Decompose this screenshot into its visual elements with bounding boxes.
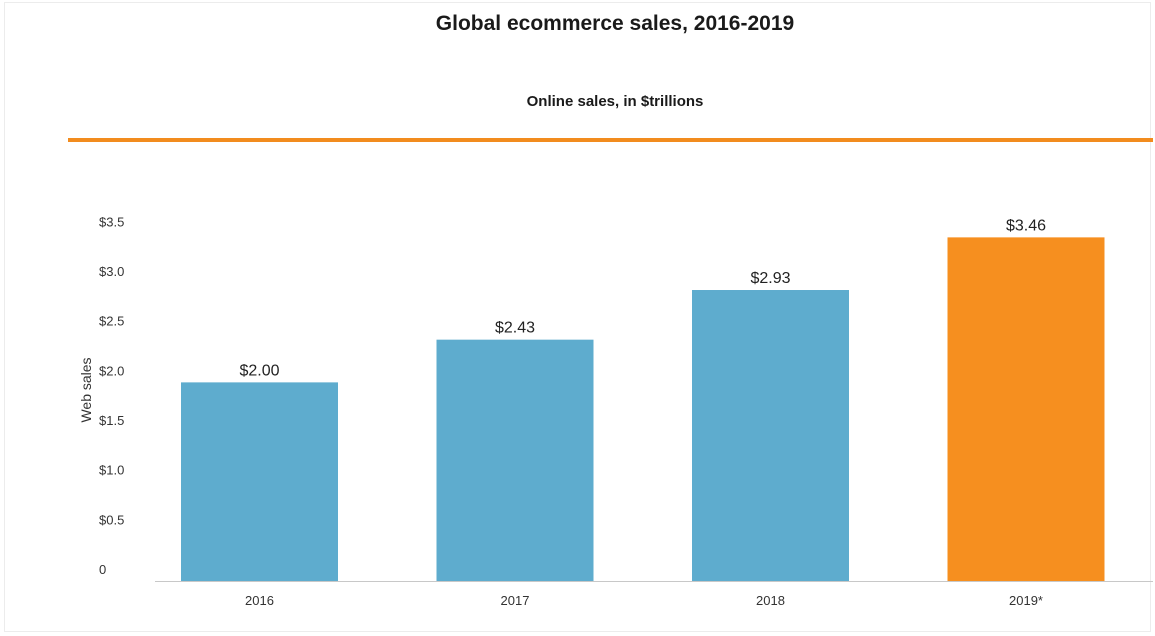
- y-tick-label: $0.5: [99, 512, 124, 527]
- y-tick-label: $3.0: [99, 264, 124, 279]
- x-tick-label: 2016: [245, 593, 274, 608]
- bar: [436, 339, 594, 581]
- x-tick-label: 2017: [501, 593, 530, 608]
- y-tick-label: 0: [99, 562, 106, 577]
- chart-title: Global ecommerce sales, 2016-2019: [435, 12, 795, 35]
- y-tick-label: $2.5: [99, 314, 124, 329]
- y-tick-label: $2.0: [99, 363, 124, 378]
- data-label: $2.43: [495, 320, 535, 337]
- y-tick-label: $3.5: [99, 214, 124, 229]
- y-axis-label: Web sales: [78, 357, 94, 422]
- accent-rule: [68, 138, 1153, 142]
- chart-frame: [4, 2, 1151, 632]
- data-labels: $2.00 $2.43 $2.93 $3.46: [239, 217, 1046, 379]
- x-axis-ticks: 2016 2017 2018 2019*: [245, 593, 1043, 608]
- x-tick-label: 2018: [756, 593, 785, 608]
- chart-subtitle: Online sales, in $trillions: [526, 93, 704, 110]
- y-tick-label: $1.0: [99, 463, 124, 478]
- y-axis-ticks: 0 $0.5 $1.0 $1.5 $2.0 $2.5 $3.0 $3.5: [99, 214, 124, 577]
- y-tick-label: $1.5: [99, 413, 124, 428]
- bar: [947, 237, 1105, 582]
- data-label: $3.46: [1006, 217, 1046, 234]
- bar: [181, 382, 338, 581]
- data-label: $2.00: [239, 362, 279, 379]
- bar: [692, 290, 849, 581]
- x-tick-label: 2019*: [1009, 593, 1043, 608]
- bars: [181, 237, 1105, 582]
- data-label: $2.93: [750, 270, 790, 287]
